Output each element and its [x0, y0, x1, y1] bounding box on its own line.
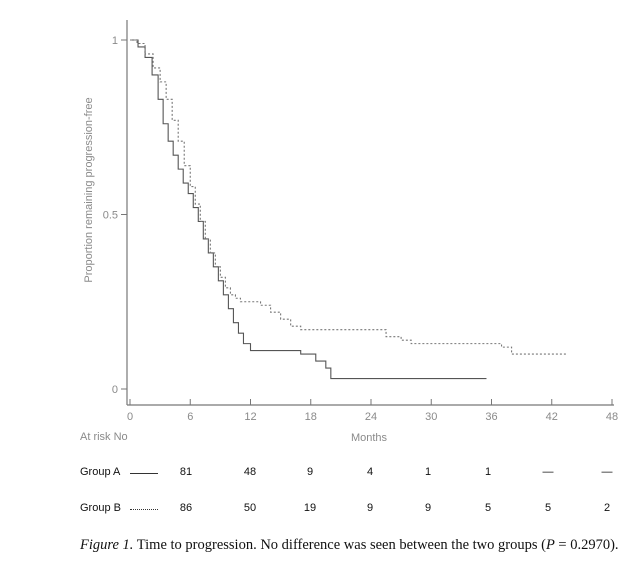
x-tick-label: 18 [305, 411, 317, 423]
y-tick-label: 0.5 [103, 210, 118, 222]
x-tick-label: 0 [127, 411, 133, 423]
risk-count: 9 [424, 502, 432, 514]
p-symbol: P [545, 537, 555, 553]
series-line-group-a [130, 39, 487, 380]
x-tick-label: 48 [606, 411, 618, 423]
risk-group-label: Group A [80, 466, 121, 478]
y-axis-label: Proportion remaining progression-free [83, 97, 95, 282]
x-tick-label: 36 [485, 411, 497, 423]
figure-caption: Figure 1. Time to progression. No differ… [80, 536, 620, 555]
caption-text-2: = 0.2970). [554, 537, 619, 553]
risk-count: 5 [484, 502, 492, 514]
risk-count: — [542, 466, 554, 478]
risk-table-header: At risk No [80, 431, 128, 443]
risk-count: 81 [179, 466, 193, 478]
x-tick-label: 24 [365, 411, 377, 423]
x-tick-label: 12 [244, 411, 256, 423]
risk-group-label: Group B [80, 502, 121, 514]
risk-count: 1 [424, 466, 432, 478]
risk-count: 48 [243, 466, 257, 478]
risk-count: 5 [544, 502, 552, 514]
caption-text-1: Time to progression. No difference was s… [133, 537, 546, 553]
km-chart: 0 0.5 1 0 6 12 18 24 30 36 42 48 Proportion remaini… [83, 20, 618, 444]
risk-count: 2 [603, 502, 611, 514]
series-line-group-b [130, 39, 567, 355]
risk-count: 1 [484, 466, 492, 478]
risk-group-line-key [130, 509, 158, 510]
risk-count: 4 [366, 466, 374, 478]
risk-count: — [601, 466, 613, 478]
risk-count: 9 [306, 466, 314, 478]
x-axis-label: Months [351, 432, 388, 444]
x-tick-label: 30 [425, 411, 437, 423]
chart-plot-area [130, 39, 567, 380]
figure-number: Figure 1. [80, 537, 134, 553]
risk-count: 19 [303, 502, 317, 514]
chart-axes: 0 0.5 1 0 6 12 18 24 30 36 42 48 [103, 20, 618, 423]
risk-count: 9 [366, 502, 374, 514]
y-tick-label: 1 [112, 35, 118, 47]
risk-count: 86 [179, 502, 193, 514]
risk-count: 50 [243, 502, 257, 514]
x-tick-label: 6 [187, 411, 193, 423]
y-tick-label: 0 [112, 384, 118, 396]
risk-group-line-key [130, 473, 158, 474]
x-tick-label: 42 [546, 411, 558, 423]
